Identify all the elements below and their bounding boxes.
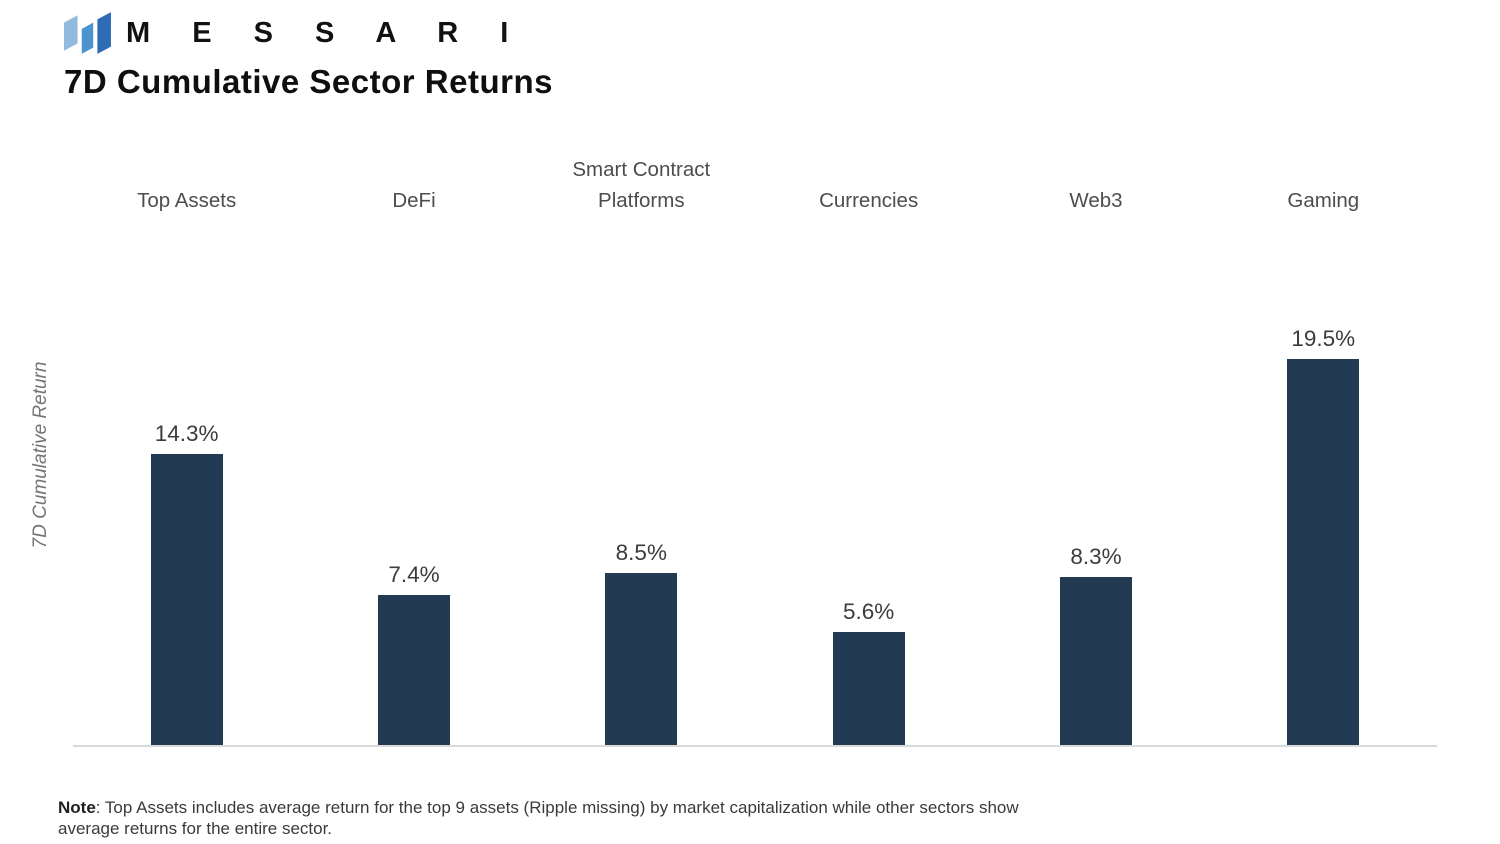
bar-column: 14.3% — [73, 326, 300, 746]
bar-column: 8.3% — [982, 326, 1209, 746]
bar-column: 19.5% — [1210, 326, 1437, 746]
brand-logo: M E S S A R I — [64, 12, 525, 54]
category-label: DeFi — [392, 189, 436, 212]
x-axis-baseline — [73, 745, 1437, 747]
category-label: Gaming — [1287, 189, 1360, 212]
category-label: Web3 — [1069, 189, 1123, 212]
category-header-row: Top Assets DeFi Smart Contract Platforms Cu… — [73, 152, 1437, 216]
bar-column: 8.5% — [528, 326, 755, 746]
chart-plot-area: 14.3% 7.4% 8.5% 5.6% 8.3% 19.5% — [73, 326, 1437, 746]
messari-logo-icon — [64, 12, 111, 54]
page-title: 7D Cumulative Sector Returns — [64, 63, 553, 100]
bar-value-label: 7.4% — [388, 562, 440, 587]
category-label: Smart Contract Platforms — [572, 158, 711, 212]
footnote-prefix: Note — [58, 798, 96, 817]
bar-value-label: 19.5% — [1291, 326, 1356, 351]
bar — [150, 454, 223, 746]
bar — [1287, 359, 1360, 746]
bar-value-label: 8.5% — [615, 540, 667, 565]
bar-value-label: 14.3% — [154, 421, 219, 446]
footnote-text: : Top Assets includes average return for… — [58, 798, 1019, 838]
category-label: Top Assets — [137, 189, 237, 212]
y-axis-label: 7D Cumulative Return — [30, 361, 51, 549]
bar — [377, 595, 450, 746]
bar-value-label: 8.3% — [1070, 544, 1122, 569]
category-label: Currencies — [819, 189, 919, 212]
bar — [605, 573, 678, 746]
bar-column: 7.4% — [300, 326, 527, 746]
footnote: Note: Top Assets includes average return… — [58, 798, 1058, 839]
bar-column: 5.6% — [755, 326, 982, 746]
brand-wordmark: M E S S A R I — [126, 16, 526, 49]
bar — [832, 632, 905, 746]
bar — [1059, 577, 1132, 746]
bar-value-label: 5.6% — [843, 599, 895, 624]
